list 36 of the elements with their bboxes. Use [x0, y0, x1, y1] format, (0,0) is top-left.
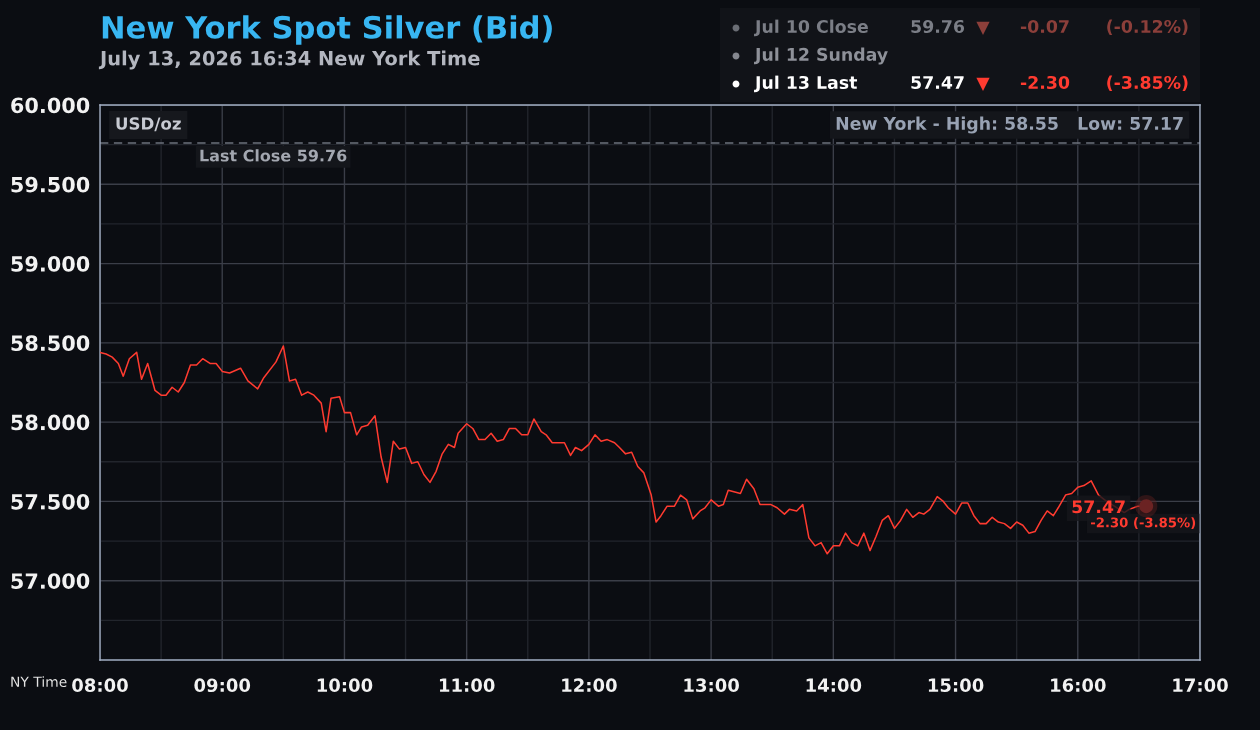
annotation: New York - High: 58.55 Low: 57.17 [836, 116, 1183, 134]
text: Jul 13 Last [754, 75, 858, 93]
text: -2.30 [1020, 75, 1070, 90]
text: (-3.85%) [1107, 75, 1188, 92]
x-tick-label: 11:00 [439, 678, 495, 693]
y-tick-label: 59.500 [11, 176, 90, 193]
text: (-0.12%) [1107, 19, 1188, 36]
y-tick-label: 57.500 [11, 493, 90, 510]
y-tick-label: 57.000 [11, 573, 90, 589]
text: ▼ [976, 77, 990, 91]
x-tick-label: 17:00 [1173, 678, 1228, 693]
text: ▼ [976, 21, 990, 35]
x-tick-label: 14:00 [806, 678, 862, 693]
x-tick-label: 08:00 [72, 678, 128, 693]
text: Jul 10 Close [754, 19, 868, 37]
x-tick-label: 15:00 [928, 678, 984, 693]
annotation: -2.30 (-3.85%) [1091, 517, 1196, 529]
x-tick-label: 09:00 [194, 678, 251, 693]
text: 59.76 [911, 19, 965, 34]
y-tick-label: 58.500 [11, 335, 90, 352]
x-tick-label: 10:00 [317, 678, 373, 693]
text: -0.07 [1020, 19, 1069, 34]
x-tick-label: 12:00 [562, 678, 617, 693]
x-axis-title: NY Time [11, 676, 67, 688]
text: 57.47 [911, 76, 964, 90]
annotation: 57.47 [1072, 500, 1125, 514]
y-axis-title: USD/oz [116, 117, 181, 132]
y-tick-label: 60.000 [11, 97, 90, 114]
ref-line-label: Last Close 59.76 [200, 149, 347, 162]
x-tick-label: 16:00 [1051, 678, 1106, 693]
chart-title: New York Spot Silver (Bid) [102, 15, 552, 45]
x-tick-label: 13:00 [684, 678, 739, 693]
text: Jul 12 Sunday [754, 47, 888, 65]
y-tick-label: 59.000 [11, 256, 90, 272]
chart-subtitle: July 13, 2026 16:34 New York Time [98, 50, 480, 70]
y-tick-label: 58.000 [11, 414, 90, 431]
